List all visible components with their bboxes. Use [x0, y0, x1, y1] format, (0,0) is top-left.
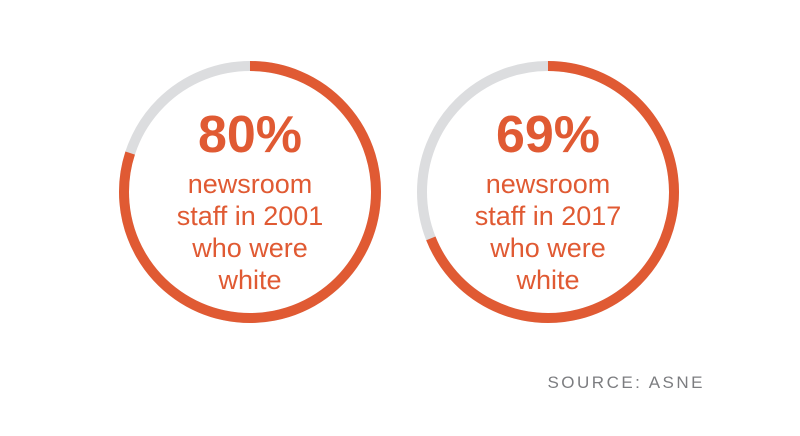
caption-line-2001-3: who were	[191, 233, 308, 263]
caption-line-2017-2: staff in 2017	[475, 201, 622, 231]
caption-line-2017-4: white	[515, 265, 579, 295]
donut-chart-2017: 69% newsroom staff in 2017 who were whit…	[417, 61, 679, 323]
caption-line-2001-1: newsroom	[188, 169, 313, 199]
caption-line-2017-1: newsroom	[486, 169, 611, 199]
value-label-2001: 80%	[198, 106, 302, 164]
caption-line-2001-4: white	[217, 265, 281, 295]
donut-chart-2001: 80% newsroom staff in 2001 who were whit…	[119, 61, 381, 323]
caption-line-2001-2: staff in 2001	[177, 201, 324, 231]
source-note: SOURCE: ASNE	[547, 373, 705, 392]
donut-value-arc-2001	[119, 61, 381, 323]
value-label-2017: 69%	[496, 106, 600, 164]
donut-value-arc-2017	[426, 61, 679, 323]
caption-line-2017-3: who were	[489, 233, 606, 263]
